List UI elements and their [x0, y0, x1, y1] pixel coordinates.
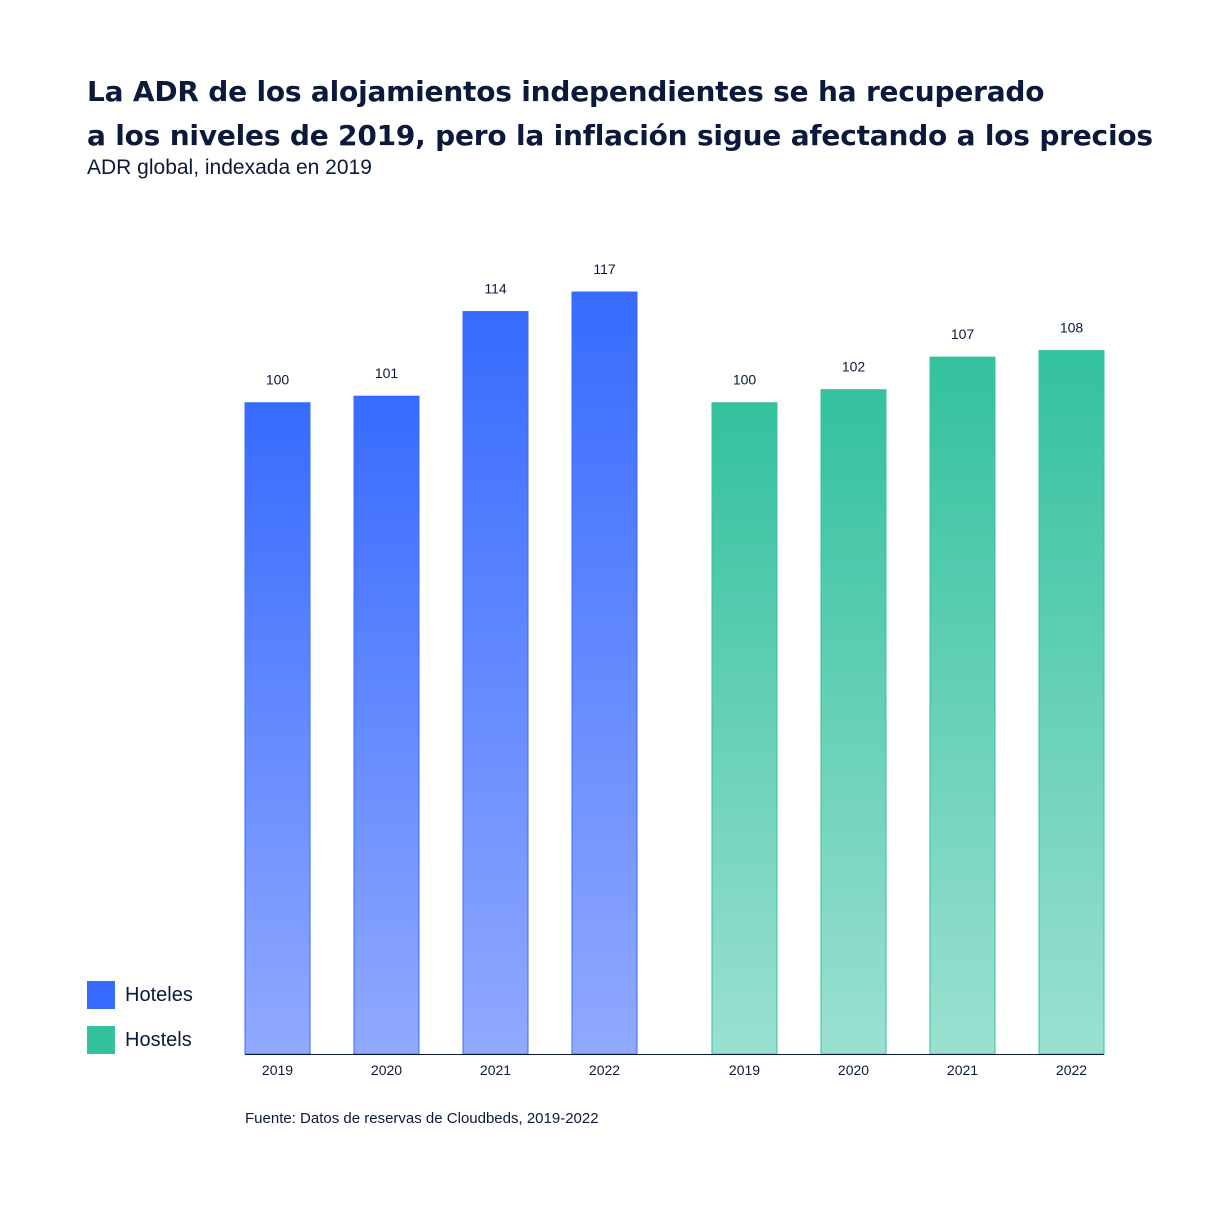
legend-item-hoteles: Hoteles: [87, 980, 193, 1010]
x-tick-label-hostels-2021: 2021: [947, 1062, 978, 1078]
legend-swatch-hoteles: [87, 981, 115, 1009]
data-label-hostels-2020: 102: [842, 359, 866, 375]
x-tick-label-hostels-2020: 2020: [838, 1062, 869, 1078]
bar-hoteles-2021: [462, 311, 529, 1055]
bar-hoteles-2019: [244, 402, 311, 1055]
data-label-hoteles-2019: 100: [266, 372, 290, 388]
chart-subtitle: ADR global, indexada en 2019: [87, 156, 372, 179]
legend-label-hoteles: Hoteles: [125, 983, 193, 1006]
data-label-hoteles-2022: 117: [593, 261, 616, 277]
bar-hoteles-2020: [353, 395, 420, 1055]
chart-title-line-1: La ADR de los alojamientos independiente…: [87, 75, 1045, 108]
x-tick-label-hostels-2022: 2022: [1056, 1062, 1087, 1078]
data-label-hostels-2022: 108: [1060, 320, 1084, 336]
data-label-hostels-2019: 100: [733, 372, 757, 388]
x-tick-label-hostels-2019: 2019: [729, 1062, 760, 1078]
legend-item-hostels: Hostels: [87, 1025, 193, 1055]
bar-hostels-2020: [820, 389, 887, 1055]
bar-hoteles-2022: [571, 291, 638, 1055]
data-label-hoteles-2021: 114: [484, 281, 507, 297]
x-tick-label-hoteles-2019: 2019: [262, 1062, 293, 1078]
chart-title: La ADR de los alojamientos independiente…: [87, 70, 1197, 158]
x-tick-label-hoteles-2022: 2022: [589, 1062, 620, 1078]
source-note: Fuente: Datos de reservas de Cloudbeds, …: [245, 1110, 599, 1127]
bar-hostels-2021: [929, 356, 996, 1055]
legend-label-hostels: Hostels: [125, 1028, 192, 1051]
x-tick-label-hoteles-2021: 2021: [480, 1062, 511, 1078]
legend: Hoteles Hostels: [87, 980, 193, 1070]
legend-swatch-hostels: [87, 1026, 115, 1054]
x-tick-label-hoteles-2020: 2020: [371, 1062, 402, 1078]
bar-hostels-2022: [1038, 350, 1105, 1055]
chart-title-line-2: a los niveles de 2019, pero la inflación…: [87, 119, 1153, 152]
data-label-hostels-2021: 107: [951, 326, 975, 342]
data-label-hoteles-2020: 101: [375, 365, 399, 381]
bar-hostels-2019: [711, 402, 778, 1055]
